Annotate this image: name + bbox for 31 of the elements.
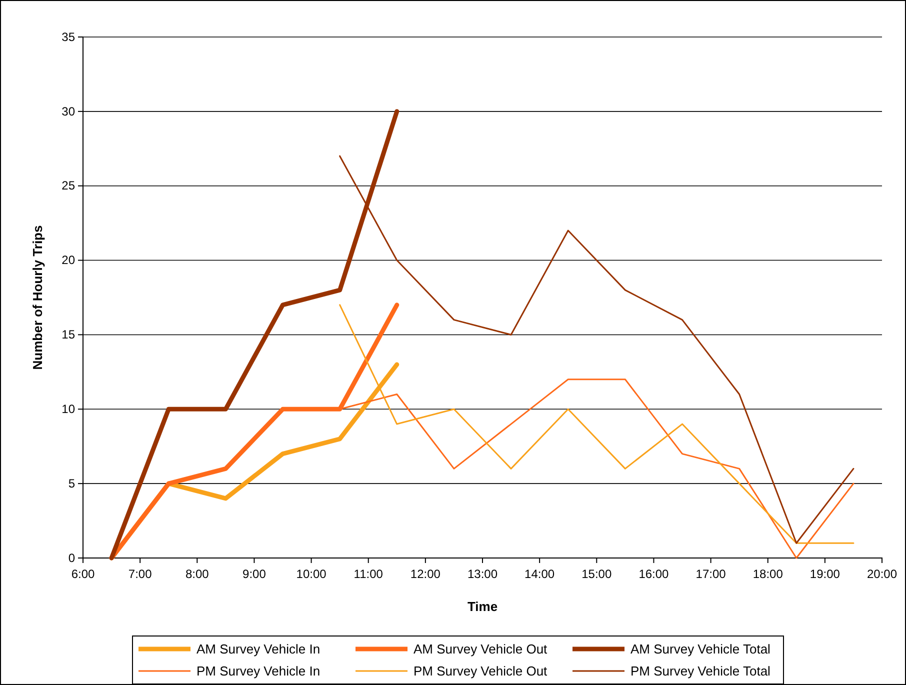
x-tick-label: 12:00 (410, 567, 441, 581)
x-tick-label: 11:00 (354, 567, 384, 581)
legend-label: AM Survey Vehicle Out (414, 642, 548, 656)
x-axis-title: Time (467, 599, 498, 614)
legend-label: AM Survey Vehicle In (196, 642, 320, 656)
legend-label: PM Survey Vehicle Total (630, 664, 771, 678)
legend-label: PM Survey Vehicle Out (414, 664, 548, 678)
legend-label: AM Survey Vehicle Total (630, 642, 771, 656)
x-tick-label: 9:00 (242, 567, 266, 581)
x-tick-label: 18:00 (752, 567, 784, 581)
x-tick-label: 13:00 (467, 567, 498, 581)
y-tick-label: 35 (62, 30, 76, 44)
x-tick-label: 6:00 (71, 567, 95, 581)
y-tick-label: 5 (68, 476, 76, 490)
x-tick-label: 7:00 (128, 567, 152, 581)
x-tick-label: 15:00 (582, 567, 612, 581)
y-tick-label: 20 (62, 253, 76, 268)
x-tick-label: 20:00 (866, 567, 898, 581)
x-tick-label: 17:00 (696, 567, 726, 581)
x-tick-label: 16:00 (638, 567, 670, 581)
x-tick-label: 8:00 (185, 567, 210, 581)
y-tick-label: 0 (68, 550, 76, 565)
y-tick-label: 15 (62, 328, 76, 342)
y-axis-title: Number of Hourly Trips (30, 225, 45, 370)
legend-label: PM Survey Vehicle In (196, 664, 320, 678)
y-tick-label: 25 (62, 178, 76, 193)
x-tick-label: 10:00 (296, 567, 327, 581)
y-tick-label: 10 (62, 402, 76, 416)
y-tick-label: 30 (62, 104, 76, 118)
x-tick-label: 19:00 (810, 567, 840, 581)
x-tick-label: 14:00 (524, 567, 555, 581)
